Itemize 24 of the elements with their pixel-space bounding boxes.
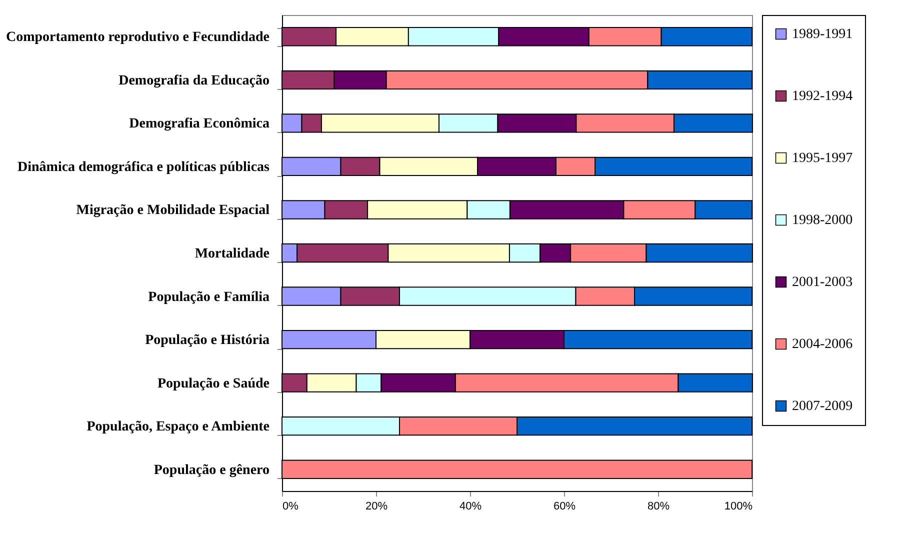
y-tick-label: População e Saúde bbox=[157, 376, 270, 392]
x-tick-label: 20% bbox=[365, 500, 388, 512]
x-tick-label: 80% bbox=[647, 500, 670, 512]
y-tick-label: População e gênero bbox=[154, 462, 270, 478]
legend-label: 2001-2003 bbox=[792, 275, 853, 290]
legend-label: 2004-2006 bbox=[792, 337, 853, 352]
x-tick-label: 100% bbox=[724, 500, 753, 512]
x-tick-label: 60% bbox=[553, 500, 576, 512]
y-tick-label: Migração e Mobilidade Espacial bbox=[76, 203, 270, 218]
y-tick-label: Demografia da Educação bbox=[118, 73, 270, 88]
legend-label: 1992-1994 bbox=[792, 89, 853, 104]
legend-label: 2007-2009 bbox=[792, 399, 853, 414]
x-tick-label: 40% bbox=[459, 500, 482, 512]
y-tick-label: População e Família bbox=[148, 290, 270, 305]
y-tick-label: Dinâmica demográfica e políticas públicas bbox=[18, 160, 270, 175]
y-tick-label: Demografia Econômica bbox=[129, 116, 270, 132]
legend-label: 1998-2000 bbox=[792, 213, 853, 228]
legend-label: 1989-1991 bbox=[792, 27, 853, 42]
x-tick-label: 0% bbox=[282, 500, 299, 512]
y-tick-label: População e História bbox=[145, 333, 270, 348]
legend-label: 1995-1997 bbox=[792, 151, 853, 166]
y-tick-label: Mortalidade bbox=[194, 246, 270, 262]
y-tick-label: Comportamento reprodutivo e Fecundidade bbox=[6, 30, 270, 46]
y-tick-label: População, Espaço e Ambiente bbox=[86, 420, 270, 435]
